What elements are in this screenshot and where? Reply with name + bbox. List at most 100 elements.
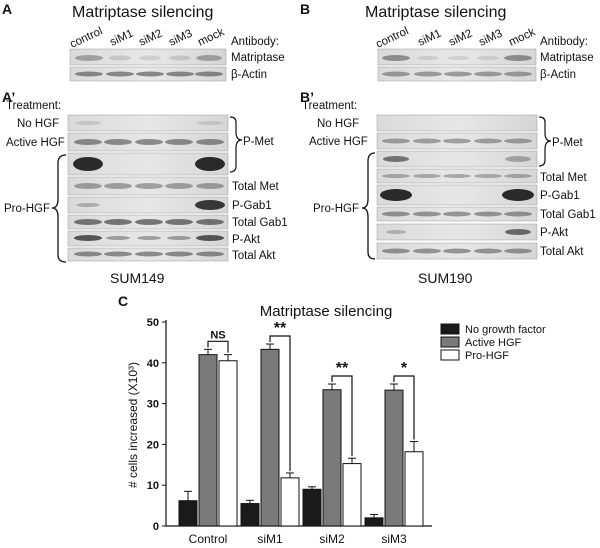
antibody-label: Antibody: xyxy=(540,36,588,48)
blot-bands xyxy=(73,121,225,257)
pro-hgf-bracket xyxy=(51,154,67,263)
bar xyxy=(364,517,384,527)
blot-label-p-gab1: P-Gab1 xyxy=(540,190,580,202)
legend-label: No growth factor xyxy=(465,324,546,336)
blot-label-total-met: Total Met xyxy=(540,172,587,184)
antibody-row-label: Matriptase xyxy=(231,52,285,64)
bar xyxy=(302,488,322,527)
legend-label: Active HGF xyxy=(465,337,522,349)
blot-strip xyxy=(376,184,538,206)
panel-b-antibody-blots xyxy=(377,48,537,82)
significance-label: * xyxy=(401,360,408,377)
blot-strip xyxy=(67,176,229,196)
lane-label: control xyxy=(374,25,410,50)
y-tick-label: 0 xyxy=(153,521,159,533)
blot-bands xyxy=(380,138,534,254)
lane-label: mock xyxy=(507,26,537,49)
panel-b-title: Matriptase silencing xyxy=(365,4,506,21)
bar xyxy=(240,503,260,527)
significance-label: NS xyxy=(210,329,225,341)
panel-a-title: Matriptase silencing xyxy=(72,4,213,21)
bar xyxy=(260,348,280,527)
panel-a-lane-labels: control siM1 siM2 siM3 mock xyxy=(68,25,226,50)
blot-strip xyxy=(376,168,538,184)
blot-bands xyxy=(75,55,223,77)
treatment-active-hgf: Active HGF xyxy=(6,137,65,149)
blot-strip xyxy=(376,223,538,241)
blot-label-p-gab1: P-Gab1 xyxy=(232,200,272,212)
antibody-label: Antibody: xyxy=(231,36,279,48)
legend-swatch xyxy=(440,349,460,361)
blot-label-total-gab1: Total Gab1 xyxy=(232,217,288,229)
panel-c: C Matriptase silencing # cells increased… xyxy=(118,293,546,546)
blot-label-p-akt: P-Akt xyxy=(540,227,569,239)
blot-strip xyxy=(69,48,227,66)
lane-label: siM1 xyxy=(108,28,135,49)
blot-strip xyxy=(377,48,537,66)
bar xyxy=(178,500,198,527)
blot-label-total-met: Total Met xyxy=(232,181,279,193)
blot-strip xyxy=(67,247,229,262)
treatment-label: Treatment: xyxy=(6,100,61,112)
blot-strip xyxy=(67,196,229,214)
blot-strip xyxy=(67,152,229,176)
bar xyxy=(198,354,218,527)
lane-label: siM2 xyxy=(447,28,474,49)
significance-label: ** xyxy=(336,360,349,377)
y-axis-label: # cells increased (X10³) xyxy=(126,362,140,488)
blot-strip xyxy=(376,242,538,260)
panel-b-letter: B xyxy=(300,1,310,17)
lane-label: siM2 xyxy=(137,28,164,49)
cell-line-label: SUM190 xyxy=(418,270,473,286)
y-tick-label: 10 xyxy=(147,480,159,492)
panel-c-letter: C xyxy=(118,293,128,309)
p-met-bracket xyxy=(229,116,243,173)
legend-swatch xyxy=(440,336,460,348)
lane-label: siM3 xyxy=(477,28,504,49)
blot-bands xyxy=(382,55,532,77)
treatment-no-hgf: No HGF xyxy=(17,118,59,130)
y-tick-label: 20 xyxy=(147,439,159,451)
bar xyxy=(322,389,342,527)
blot-label-p-met: P-Met xyxy=(552,137,583,149)
lane-label: control xyxy=(68,25,104,50)
cell-line-label: SUM149 xyxy=(110,270,165,286)
blot-label-p-met: P-Met xyxy=(243,136,274,148)
x-tick-label: siM1 xyxy=(257,532,283,546)
significance-bracket xyxy=(269,335,291,471)
blot-strip xyxy=(376,132,538,150)
x-tick-label: siM2 xyxy=(319,532,345,546)
lane-label: siM1 xyxy=(416,28,443,49)
bar xyxy=(404,451,424,527)
antibody-row-label: Matriptase xyxy=(540,52,594,64)
panel-b-sub-letter: B’ xyxy=(300,89,314,105)
panel-a-antibody-blots xyxy=(69,48,227,82)
bar xyxy=(384,389,404,527)
lane-label: mock xyxy=(196,26,226,49)
panel-b-lane-labels: control siM1 siM2 siM3 mock xyxy=(374,25,537,50)
significance-bracket xyxy=(207,340,229,353)
antibody-row-label: β-Actin xyxy=(540,69,576,81)
panel-a: A Matriptase silencing control siM1 siM2… xyxy=(2,1,288,286)
treatment-active-hgf: Active HGF xyxy=(309,136,368,148)
blot-strip xyxy=(376,206,538,222)
panel-a-sub-letter: A’ xyxy=(2,89,15,105)
chart-annotations: NS **** * xyxy=(207,320,415,471)
significance-bracket xyxy=(331,375,353,457)
blot-strip xyxy=(376,114,538,132)
significance-label: ** xyxy=(274,320,287,337)
blot-strip xyxy=(67,114,229,132)
chart-title: Matriptase silencing xyxy=(260,303,393,320)
panel-a-treatment-blots xyxy=(67,114,229,262)
treatment-pro-hgf: Pro-HGF xyxy=(4,203,50,215)
blot-strip xyxy=(67,132,229,152)
treatment-no-hgf: No HGF xyxy=(317,118,359,130)
panel-b-treatment-blots xyxy=(376,114,538,260)
panel-b: B Matriptase silencing control siM1 siM2… xyxy=(300,1,596,286)
legend-swatch xyxy=(440,323,460,335)
blot-strip xyxy=(377,66,537,82)
bar xyxy=(218,360,238,527)
y-tick-label: 40 xyxy=(147,358,159,370)
